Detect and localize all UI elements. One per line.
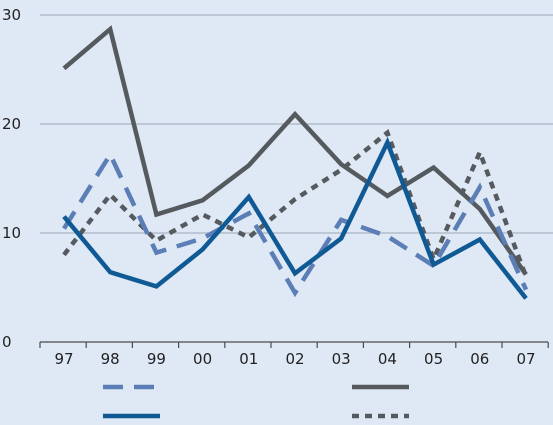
series-line-1: [62, 25, 528, 276]
x-tick-label: 07: [516, 350, 535, 368]
series-line-2: [62, 128, 529, 278]
y-tick-label: 20: [2, 115, 21, 133]
y-tick-label: 10: [2, 224, 21, 242]
x-tick-label: 99: [147, 350, 166, 368]
series-lines: [62, 25, 529, 300]
x-tick-label: 03: [332, 350, 351, 368]
y-axis-labels: 0 10 20 30: [2, 6, 21, 351]
x-tick-label: 98: [101, 350, 120, 368]
x-tick-label: 04: [378, 350, 397, 368]
x-tick-label: 05: [424, 350, 443, 368]
legend: [103, 384, 409, 419]
y-tick-label: 30: [2, 6, 21, 24]
x-tick-label: 97: [54, 350, 73, 368]
series-line-4: [62, 136, 528, 300]
series-line-3: [62, 149, 529, 298]
x-tick-label: 02: [285, 350, 304, 368]
x-tick-label: 01: [239, 350, 258, 368]
gridlines: [40, 14, 553, 234]
x-tick-label: 00: [193, 350, 212, 368]
x-axis: 97 98 99 00 01 02 03 04 05 06 07: [39, 341, 549, 368]
x-tick-label: 06: [470, 350, 489, 368]
y-tick-label: 0: [2, 333, 12, 351]
